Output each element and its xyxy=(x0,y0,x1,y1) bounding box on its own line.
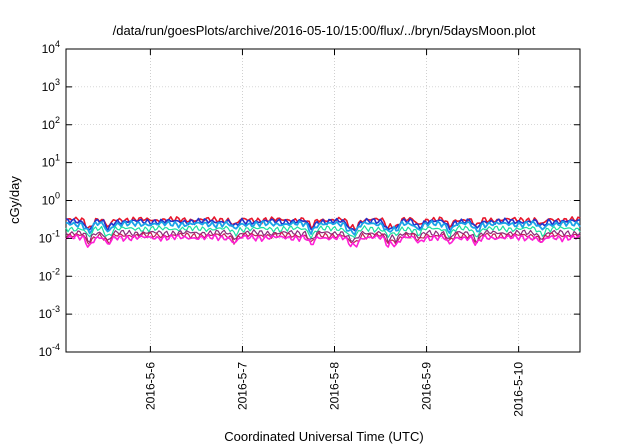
x-axis: 2016-5-6 2016-5-7 2016-5-8 2016-5-9 2016-5-1… xyxy=(143,49,526,417)
y-tick-label: 103 xyxy=(42,77,60,94)
y-tick-label: 10-1 xyxy=(39,228,60,245)
grid xyxy=(66,49,580,352)
y-tick-label: 10-3 xyxy=(39,304,60,321)
y-tick-label: 10-2 xyxy=(39,266,60,283)
x-tick-label: 2016-5-6 xyxy=(143,362,157,410)
chart-title: /data/run/goesPlots/archive/2016-05-10/1… xyxy=(113,23,536,38)
y-axis: 10-4 10-3 10-2 10-1 100 101 102 103 104 xyxy=(39,39,580,359)
x-tick-label: 2016-5-9 xyxy=(420,362,434,410)
x-tick-label: 2016-5-8 xyxy=(328,362,342,410)
y-tick-label: 102 xyxy=(42,115,60,132)
series-line xyxy=(65,229,581,244)
series-line xyxy=(65,219,581,236)
x-tick-label: 2016-5-10 xyxy=(512,362,526,417)
plot-frame xyxy=(65,48,581,353)
y-axis-label: cGy/day xyxy=(7,176,22,224)
y-tick-label: 100 xyxy=(42,191,60,208)
x-axis-label: Coordinated Universal Time (UTC) xyxy=(224,429,423,444)
y-tick-label: 10-4 xyxy=(39,342,60,359)
x-tick-label: 2016-5-7 xyxy=(235,362,249,410)
series-line xyxy=(65,225,581,240)
y-tick-label: 101 xyxy=(42,153,60,170)
series-line xyxy=(65,233,581,248)
series-group xyxy=(65,216,581,248)
y-tick-label: 104 xyxy=(42,39,60,56)
